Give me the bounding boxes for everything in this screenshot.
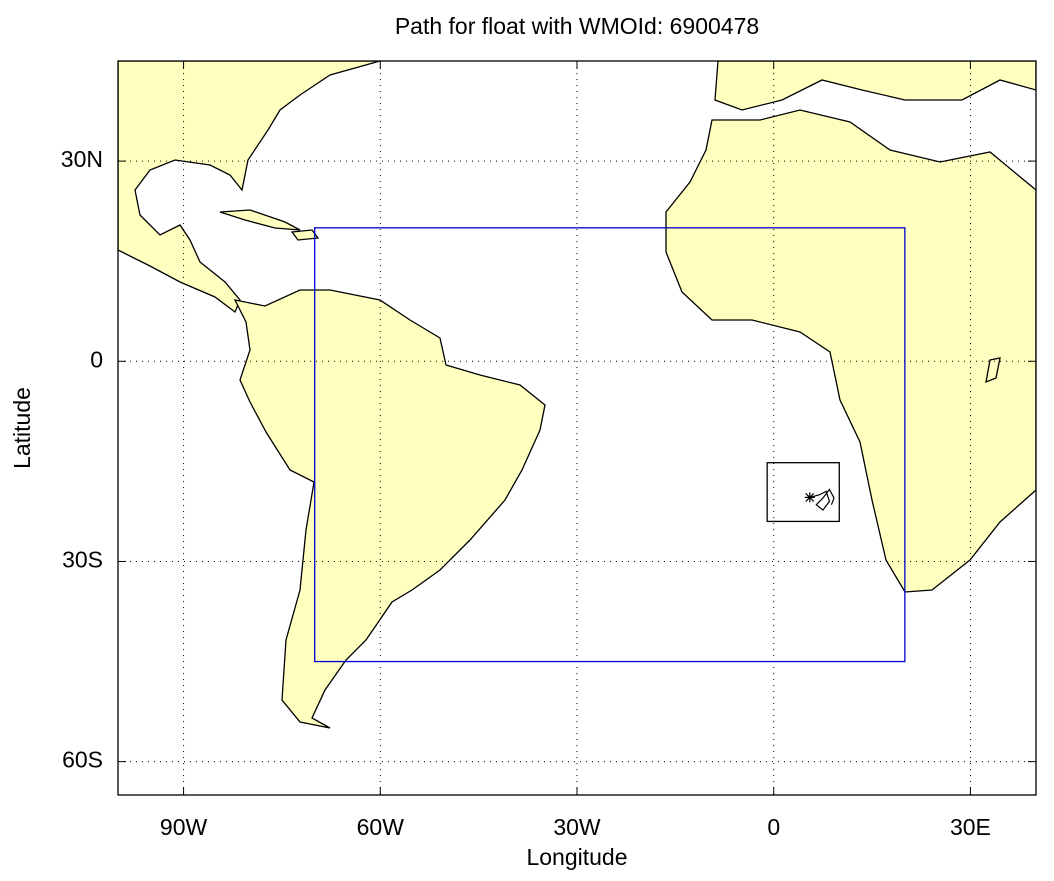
chart-title: Path for float with WMOId: 6900478 xyxy=(395,13,759,39)
madagascar xyxy=(985,357,1001,384)
north-america xyxy=(118,61,381,314)
europe xyxy=(714,61,1036,111)
x-axis-label: Longitude xyxy=(526,844,627,870)
cuba xyxy=(219,209,301,231)
coastlines xyxy=(118,61,1036,729)
africa xyxy=(665,109,1036,593)
y-tick-label: 0 xyxy=(90,346,103,372)
track-start xyxy=(804,492,815,503)
hispaniola xyxy=(290,229,320,241)
float-track xyxy=(809,488,835,511)
y-tick-label: 30N xyxy=(61,146,103,172)
float-box xyxy=(766,462,840,523)
region-box xyxy=(314,227,906,663)
y-axis-label: Latitude xyxy=(9,387,35,469)
x-tick-label: 0 xyxy=(767,814,780,840)
y-tick-label: 30S xyxy=(62,547,103,573)
x-tick-label: 90W xyxy=(160,814,208,840)
y-tick-label: 60S xyxy=(62,747,103,773)
x-tick-label: 60W xyxy=(357,814,405,840)
x-tick-label: 30W xyxy=(553,814,601,840)
south-america xyxy=(233,289,546,729)
x-tick-label: 30E xyxy=(950,814,991,840)
